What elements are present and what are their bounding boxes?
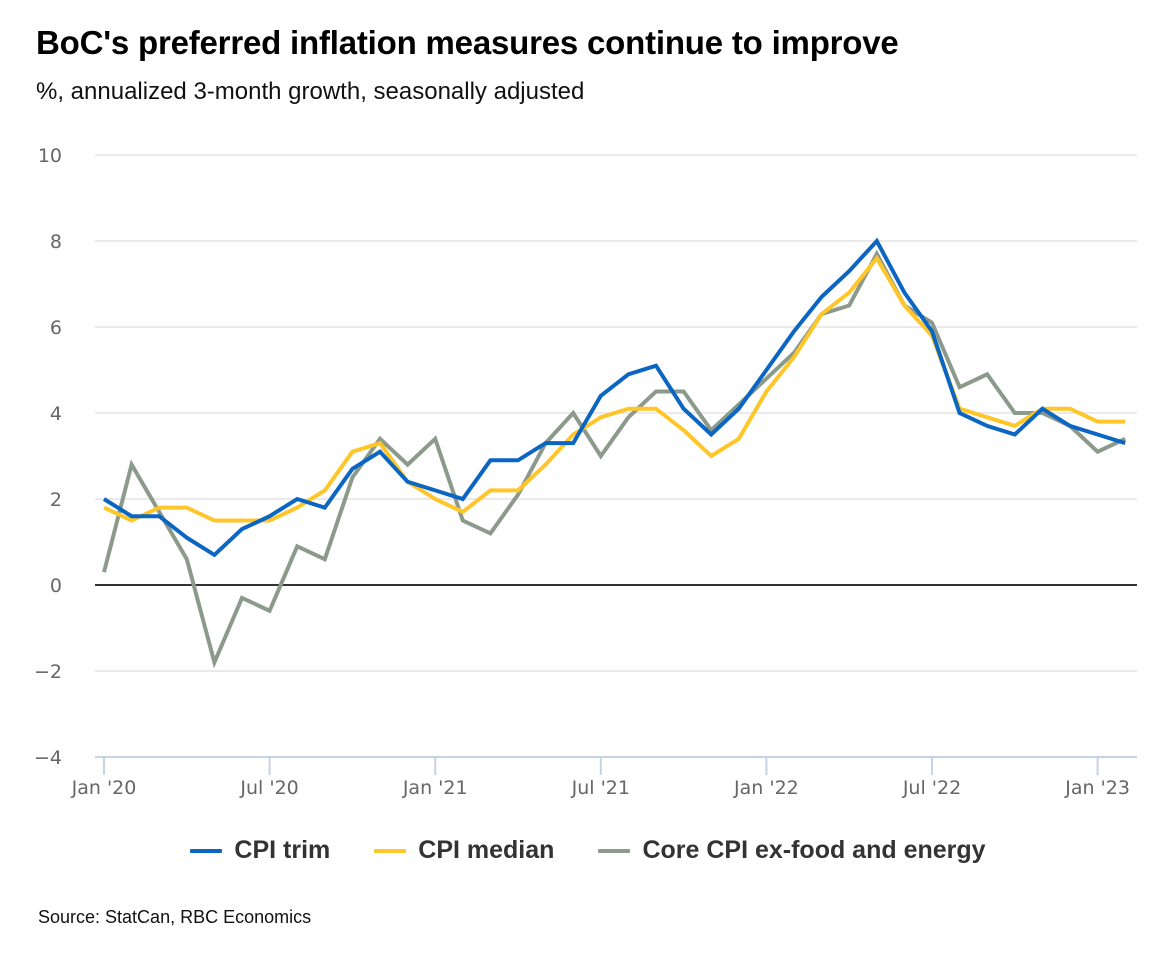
- series-line-cpi-median: [103, 254, 1126, 523]
- legend-swatch-cpi-trim: [190, 848, 223, 853]
- source-note: Source: StatCan, RBC Economics: [38, 907, 312, 927]
- x-tick-label: Jul '22: [902, 777, 961, 799]
- y-axis: −4 −2 0 2 4 6 8 10: [34, 145, 62, 769]
- series-line-cpi-trim: [102, 237, 1126, 558]
- x-tick-label: Jan '20: [71, 777, 137, 799]
- y-tick-label: 0: [50, 575, 62, 597]
- y-tick-label: 4: [50, 403, 62, 425]
- x-tick-label: Jul '21: [571, 777, 630, 799]
- x-tick-label: Jan '21: [402, 777, 468, 799]
- x-tick-label: Jul '20: [239, 777, 298, 799]
- chart-subtitle: %, annualized 3-month growth, seasonally…: [36, 78, 585, 105]
- x-axis: Jan '20 Jul '20 Jan '21 Jul '21 Jan '22 Jul '…: [71, 756, 1137, 799]
- legend-swatch-core-cpi: [598, 848, 631, 853]
- legend-item-core-cpi[interactable]: Core CPI ex-food and energy: [598, 836, 986, 865]
- chart-title: BoC's preferred inflation measures conti…: [36, 24, 899, 61]
- y-tick-label: −4: [34, 747, 62, 769]
- y-tick-label: 2: [50, 489, 62, 511]
- y-tick-label: −2: [34, 661, 62, 683]
- series-lines: [102, 237, 1127, 669]
- legend-label-cpi-trim: CPI trim: [234, 836, 331, 864]
- x-tick-label: Jan '22: [733, 777, 799, 799]
- legend-item-cpi-median[interactable]: CPI median: [374, 836, 554, 865]
- y-tick-label: 10: [38, 145, 62, 167]
- legend-label-cpi-median: CPI median: [418, 836, 555, 864]
- x-tick-label: Jan '23: [1064, 777, 1130, 799]
- legend-item-cpi-trim[interactable]: CPI trim: [190, 836, 330, 865]
- legend: CPI trim CPI median Core CPI ex-food and…: [0, 836, 1176, 865]
- y-tick-label: 8: [50, 231, 62, 253]
- legend-swatch-cpi-median: [374, 848, 407, 853]
- series-line-core-cpi-ex-food-and-energy: [102, 249, 1127, 669]
- legend-label-core-cpi: Core CPI ex-food and energy: [642, 836, 986, 864]
- y-tick-label: 6: [50, 317, 62, 339]
